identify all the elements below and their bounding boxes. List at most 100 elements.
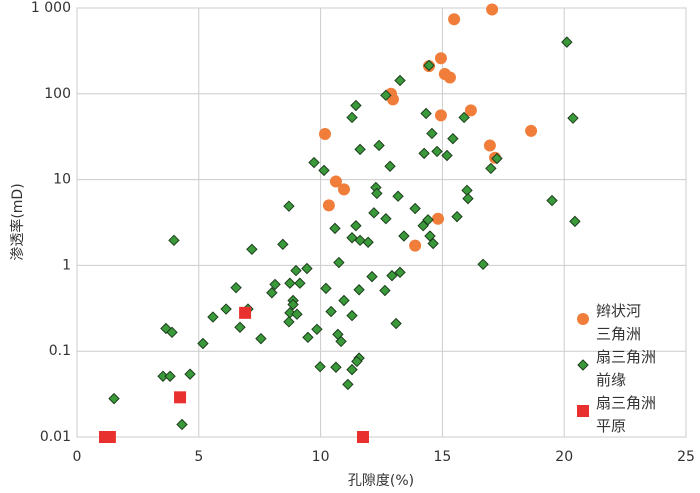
point [426,127,438,140]
point [422,214,434,226]
point [269,278,281,291]
point [318,127,331,140]
point [346,111,358,124]
point [418,147,430,160]
point [379,284,391,297]
point [103,431,116,443]
y-tick-label: 100 [44,86,71,102]
point [290,264,302,277]
x-tick-label: 25 [677,449,695,465]
point [525,124,538,137]
point [255,332,267,345]
point [417,220,429,232]
point [230,281,242,294]
point [386,269,398,282]
point [160,322,172,335]
point [329,222,341,235]
legend-label: 扇三角洲 平原 [596,394,657,435]
point [346,363,358,376]
x-axis-label: 孔隙度(%) [348,473,414,489]
point [277,238,289,251]
point [546,194,558,207]
point [477,258,489,271]
point [354,234,366,247]
point [443,71,456,84]
point [350,99,362,112]
point [394,266,406,279]
point [483,139,496,152]
point [569,215,581,228]
point [567,112,579,124]
y-tick-label: 1 [62,257,71,273]
point [164,370,176,382]
point [197,337,209,350]
point [330,361,342,373]
point [346,309,358,322]
point [447,132,459,145]
point [283,200,295,212]
point [380,89,392,102]
point [486,3,499,16]
point [311,323,323,336]
point [350,220,362,232]
point [168,234,180,247]
point [409,202,421,215]
point [561,36,573,48]
point [431,145,443,158]
point [302,331,314,344]
point [390,317,402,330]
point [239,306,252,319]
x-tick-label: 10 [312,449,330,465]
point [337,183,350,196]
point [287,298,299,311]
point [485,162,497,175]
point [351,355,363,368]
y-tick-label: 0.1 [49,343,71,359]
point [333,256,345,269]
point [283,316,295,328]
point [392,190,404,202]
point [368,207,380,219]
point [234,321,246,333]
point [373,139,385,152]
point [434,109,447,122]
x-tick-label: 15 [433,449,451,465]
x-tick-label: 20 [555,449,573,465]
legend-marker [577,313,589,325]
y-tick-label: 0.01 [40,429,71,445]
y-tick-label: 10 [53,172,71,188]
point [577,359,589,371]
point [371,187,383,200]
point [462,192,474,205]
point [291,308,303,320]
point [207,311,219,323]
y-tick-label: 1 000 [31,0,71,16]
point [166,326,178,339]
point [409,239,422,252]
point [220,303,232,315]
point [362,236,374,248]
point [335,335,347,348]
point [384,160,396,172]
point [325,305,337,318]
point [423,59,435,72]
point [458,111,470,124]
point [294,277,306,289]
point [184,368,196,380]
point [366,270,378,283]
legend-label: 扇三角洲 前缘 [596,348,657,389]
point [491,152,503,165]
point [434,52,447,65]
legend-marker [577,359,589,371]
point [577,313,589,325]
point [266,287,278,299]
point [338,294,350,307]
legend-label: 辫状河 三角洲 [596,302,642,343]
y-axis-label: 渗透率(mD) [9,183,26,260]
point [342,378,354,391]
point [441,149,453,162]
point [448,13,461,26]
point [354,143,366,156]
